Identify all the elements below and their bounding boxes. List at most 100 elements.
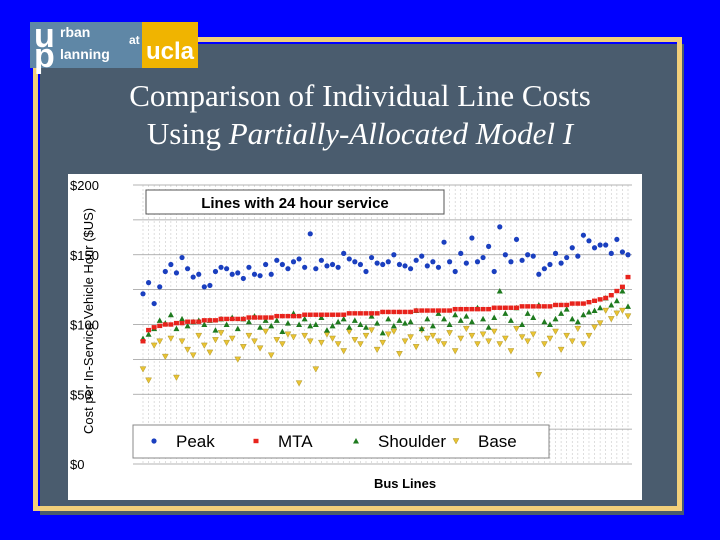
point-base: [312, 366, 320, 373]
point-peak: [218, 264, 224, 270]
point-mta: [173, 320, 179, 326]
point-mta: [229, 316, 235, 322]
point-mta: [251, 315, 257, 320]
point-peak: [196, 271, 202, 277]
point-shoulder: [435, 310, 442, 316]
chart-title-box: [145, 189, 445, 215]
point-mta: [497, 305, 503, 310]
point-mta: [385, 309, 391, 315]
point-shoulder: [563, 306, 570, 312]
point-mta: [514, 305, 520, 310]
slide-frame: [33, 37, 682, 511]
point-shoulder: [524, 310, 531, 316]
point-peak: [224, 266, 230, 272]
point-base: [624, 313, 632, 320]
point-shoulder: [591, 307, 598, 314]
point-mta: [357, 311, 363, 316]
point-base: [479, 331, 487, 338]
point-shoulder: [480, 315, 487, 322]
point-mta: [240, 316, 246, 322]
point-mta: [458, 306, 464, 312]
point-shoulder: [418, 325, 425, 332]
point-peak: [452, 268, 458, 275]
point-mta: [363, 311, 369, 316]
point-base: [462, 325, 470, 333]
point-base: [585, 332, 593, 340]
point-shoulder: [468, 318, 475, 325]
point-peak: [519, 257, 525, 263]
point-shoulder: [429, 322, 436, 329]
point-shoulder: [585, 308, 592, 315]
point-shoulder: [502, 310, 509, 316]
point-shoulder: [379, 329, 386, 336]
point-mta: [313, 312, 319, 317]
point-mta: [335, 312, 341, 317]
logo-text-rban: rban: [60, 24, 91, 40]
point-peak: [212, 268, 219, 275]
point-peak: [263, 261, 269, 268]
point-mta: [519, 304, 525, 309]
point-mta: [402, 309, 408, 315]
point-base: [619, 307, 626, 314]
point-mta: [608, 293, 614, 298]
point-base: [557, 346, 565, 354]
point-shoulder: [457, 317, 464, 323]
point-base: [423, 335, 431, 342]
point-peak: [257, 273, 263, 279]
point-mta: [162, 322, 168, 327]
vertical-gridlines: [142, 185, 629, 464]
point-peak: [385, 259, 391, 265]
point-peak: [502, 252, 508, 258]
point-mta: [274, 313, 280, 319]
point-peak: [246, 264, 252, 270]
logo-blue-block: [30, 22, 142, 68]
point-base: [212, 337, 219, 344]
point-mta: [330, 312, 336, 317]
point-mta: [435, 308, 441, 313]
point-peak: [580, 232, 587, 238]
point-peak: [380, 261, 386, 268]
point-shoulder: [558, 310, 565, 316]
legend-label-mta: MTA: [278, 432, 313, 451]
point-mta: [603, 295, 609, 301]
point-shoulder: [613, 297, 620, 304]
legend-marker-mta: [253, 438, 259, 444]
point-base: [535, 372, 543, 379]
y-tick-label: $50: [70, 387, 92, 402]
point-peak: [184, 266, 191, 272]
point-peak: [603, 242, 609, 248]
point-shoulder: [441, 315, 448, 322]
point-shoulder: [184, 322, 191, 329]
point-base: [379, 339, 387, 347]
point-mta: [614, 288, 620, 294]
point-mta: [547, 304, 553, 309]
y-tick-label: $150: [70, 248, 99, 263]
point-peak: [207, 282, 213, 289]
point-mta: [140, 339, 146, 344]
point-mta: [307, 312, 313, 317]
legend-label-base: Base: [478, 432, 517, 451]
point-mta: [179, 320, 185, 326]
point-base: [407, 334, 414, 341]
point-shoulder: [335, 318, 342, 325]
point-mta: [291, 313, 297, 319]
point-mta: [508, 305, 514, 310]
point-peak: [318, 257, 324, 263]
point-base: [273, 337, 281, 344]
point-shoulder: [362, 324, 369, 330]
point-peak: [608, 250, 614, 256]
point-mta: [580, 301, 586, 306]
point-mta: [541, 304, 547, 309]
point-mta: [285, 313, 291, 319]
point-shoulder: [307, 322, 314, 329]
point-base: [200, 342, 208, 349]
point-shoulder: [179, 315, 186, 322]
point-shoulder: [402, 320, 409, 326]
point-peak: [151, 300, 157, 307]
point-mta: [168, 322, 174, 327]
point-base: [251, 338, 258, 345]
point-base: [580, 341, 587, 348]
point-base: [568, 338, 576, 345]
point-mta: [575, 301, 581, 306]
y-axis-label: Cost per In-Service Vehicle Hour ($US): [81, 208, 96, 434]
